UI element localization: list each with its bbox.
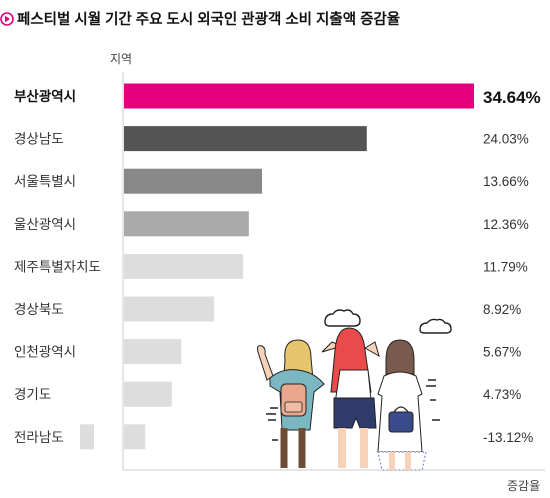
bar bbox=[124, 424, 146, 450]
bar bbox=[124, 83, 474, 109]
x-axis-label: 증감율 bbox=[507, 479, 540, 493]
category-label: 전라남도 bbox=[14, 430, 64, 445]
bar bbox=[124, 381, 172, 407]
person-right bbox=[377, 339, 427, 471]
category-label: 경상남도 bbox=[14, 132, 64, 147]
category-label: 경기도 bbox=[14, 387, 51, 402]
value-label: 5.67% bbox=[483, 345, 521, 360]
category-label: 부산광역시 bbox=[14, 88, 76, 104]
bar bbox=[124, 253, 244, 279]
cloud-icon bbox=[324, 309, 361, 327]
bar-break-segment bbox=[80, 424, 94, 450]
category-label: 인천광역시 bbox=[14, 345, 76, 360]
value-label: 4.73% bbox=[483, 387, 521, 402]
value-label: 13.66% bbox=[483, 174, 529, 189]
bar bbox=[124, 126, 367, 152]
title-marker bbox=[0, 12, 14, 26]
person-middle bbox=[321, 327, 380, 468]
bar bbox=[124, 168, 263, 194]
category-label: 울산광역시 bbox=[14, 217, 76, 232]
bar bbox=[124, 211, 249, 237]
play-icon bbox=[5, 15, 10, 23]
y-axis-label: 지역 bbox=[110, 52, 132, 66]
value-label: 34.64% bbox=[483, 88, 541, 107]
value-label: 8.92% bbox=[483, 302, 521, 317]
category-label: 제주특별자치도 bbox=[14, 259, 101, 274]
person-left bbox=[257, 339, 325, 468]
value-label: 11.79% bbox=[483, 259, 528, 274]
chart-title: 페스티벌 시월 기간 주요 도시 외국인 관광객 소비 지출액 증감율 bbox=[17, 10, 400, 28]
value-label: 24.03% bbox=[483, 132, 529, 147]
travellers-illustration bbox=[257, 309, 452, 471]
value-label: 12.36% bbox=[483, 217, 529, 232]
bars-group: 부산광역시 34.64% 경상남도 24.03% 서울특별시 13.66% 울산광역시 12.… bbox=[14, 83, 541, 450]
cloud-icon bbox=[419, 318, 452, 334]
bar bbox=[124, 339, 182, 365]
value-label: -13.12% bbox=[483, 430, 533, 445]
bar bbox=[124, 296, 215, 322]
category-label: 서울특별시 bbox=[14, 174, 76, 189]
category-label: 경상북도 bbox=[14, 302, 64, 317]
